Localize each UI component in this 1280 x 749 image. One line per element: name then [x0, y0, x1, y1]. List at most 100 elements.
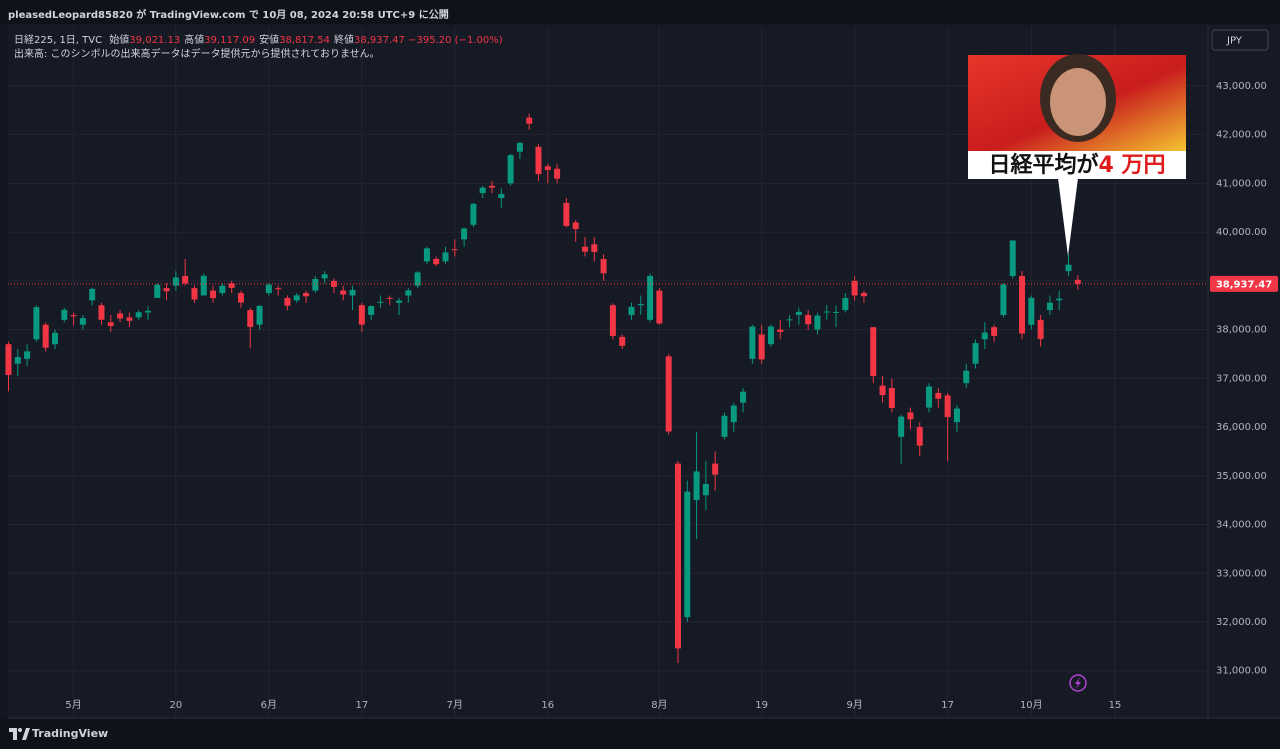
- candle-body: [740, 391, 747, 403]
- candle-body: [265, 284, 272, 294]
- candle-body: [535, 146, 542, 175]
- candle: [609, 303, 616, 340]
- last-price-box: [1210, 275, 1278, 292]
- candle: [972, 339, 979, 369]
- candle: [898, 414, 905, 464]
- candle: [563, 198, 570, 228]
- candle-body: [823, 311, 830, 313]
- candle-body: [321, 274, 328, 279]
- candle-body: [693, 471, 700, 501]
- candle-body: [1065, 264, 1072, 272]
- candle-body: [423, 248, 430, 262]
- candle-body: [107, 322, 114, 327]
- candle-body: [126, 317, 133, 321]
- currency-button[interactable]: [1211, 29, 1269, 51]
- candle-body: [758, 334, 765, 360]
- candle-body: [61, 309, 68, 320]
- candle: [98, 302, 105, 325]
- candle: [228, 280, 235, 294]
- candle: [544, 163, 551, 184]
- candle-body: [470, 203, 477, 225]
- candle-body: [684, 491, 691, 618]
- x-tick-label: 5月: [65, 699, 81, 711]
- y-tick-label: 38,000.00: [1216, 325, 1267, 336]
- candle-body: [33, 307, 40, 340]
- candle: [265, 283, 272, 296]
- ohlc-value: 38,817.54: [279, 35, 331, 46]
- callout-text-main: 日経平均が: [989, 152, 1099, 178]
- candle-body: [191, 288, 198, 300]
- candle-body: [358, 305, 365, 325]
- candle: [256, 305, 263, 330]
- candle: [340, 285, 347, 301]
- candle-body: [544, 166, 551, 170]
- candle: [749, 324, 756, 364]
- x-tick-label: 8月: [651, 699, 667, 711]
- candle-body: [1074, 279, 1081, 284]
- candle: [554, 163, 561, 184]
- candle-body: [628, 306, 635, 315]
- candle: [1037, 314, 1044, 347]
- candle: [200, 273, 207, 296]
- change: −395.20 (−1.00%): [408, 35, 503, 46]
- candle: [1074, 275, 1081, 290]
- x-tick-label: 17: [941, 700, 954, 711]
- candle-body: [972, 343, 979, 364]
- candle-body: [200, 275, 207, 296]
- x-tick-label: 9月: [846, 699, 862, 711]
- x-tick-label: 16: [541, 700, 554, 711]
- y-tick-label: 36,000.00: [1216, 422, 1267, 433]
- candle-body: [777, 329, 784, 332]
- candle: [489, 180, 496, 194]
- candle: [860, 290, 867, 303]
- candle: [414, 271, 421, 289]
- candle: [24, 344, 31, 367]
- candle-body: [833, 311, 840, 313]
- ohlc-value: 39,021.13: [129, 35, 181, 46]
- candle-body: [609, 305, 616, 336]
- ohlc-label: 安値: [259, 35, 280, 46]
- candle: [79, 314, 86, 330]
- candle: [61, 307, 68, 323]
- candle-body: [1000, 284, 1007, 315]
- symbol: 日経225, 1日, TVC: [14, 35, 103, 46]
- candle: [1019, 271, 1026, 340]
- candle: [767, 324, 774, 347]
- x-tick-label: 7月: [447, 699, 463, 711]
- candle-body: [24, 351, 31, 359]
- candle: [42, 322, 49, 352]
- alert-icon[interactable]: [1069, 674, 1087, 692]
- candle: [981, 322, 988, 350]
- candle-body: [1019, 275, 1026, 334]
- candle-body: [247, 310, 254, 327]
- candle: [684, 480, 691, 622]
- candle: [321, 271, 328, 284]
- candle: [1065, 254, 1072, 276]
- candle: [777, 319, 784, 340]
- candle: [516, 141, 523, 160]
- candle-body: [98, 305, 105, 320]
- candle-body: [963, 370, 970, 384]
- candle: [507, 154, 514, 186]
- price-axis: [1208, 25, 1280, 718]
- candle: [330, 278, 337, 294]
- x-tick-label: 6月: [261, 699, 277, 711]
- candle-body: [163, 288, 170, 292]
- candle-body: [442, 252, 449, 262]
- candle: [637, 295, 644, 315]
- candle-body: [228, 283, 235, 288]
- candle: [693, 431, 700, 540]
- candle: [51, 329, 58, 350]
- candle: [461, 227, 468, 247]
- x-tick-label: 10月: [1020, 699, 1043, 711]
- candle: [107, 314, 114, 333]
- candle: [70, 312, 77, 326]
- candle-body: [182, 275, 189, 284]
- candle-body: [275, 288, 282, 290]
- y-tick-label: 33,000.00: [1216, 568, 1267, 579]
- candle: [702, 461, 709, 510]
- candle: [535, 144, 542, 181]
- candle: [293, 293, 300, 303]
- candle-body: [730, 405, 737, 423]
- candle: [442, 246, 449, 264]
